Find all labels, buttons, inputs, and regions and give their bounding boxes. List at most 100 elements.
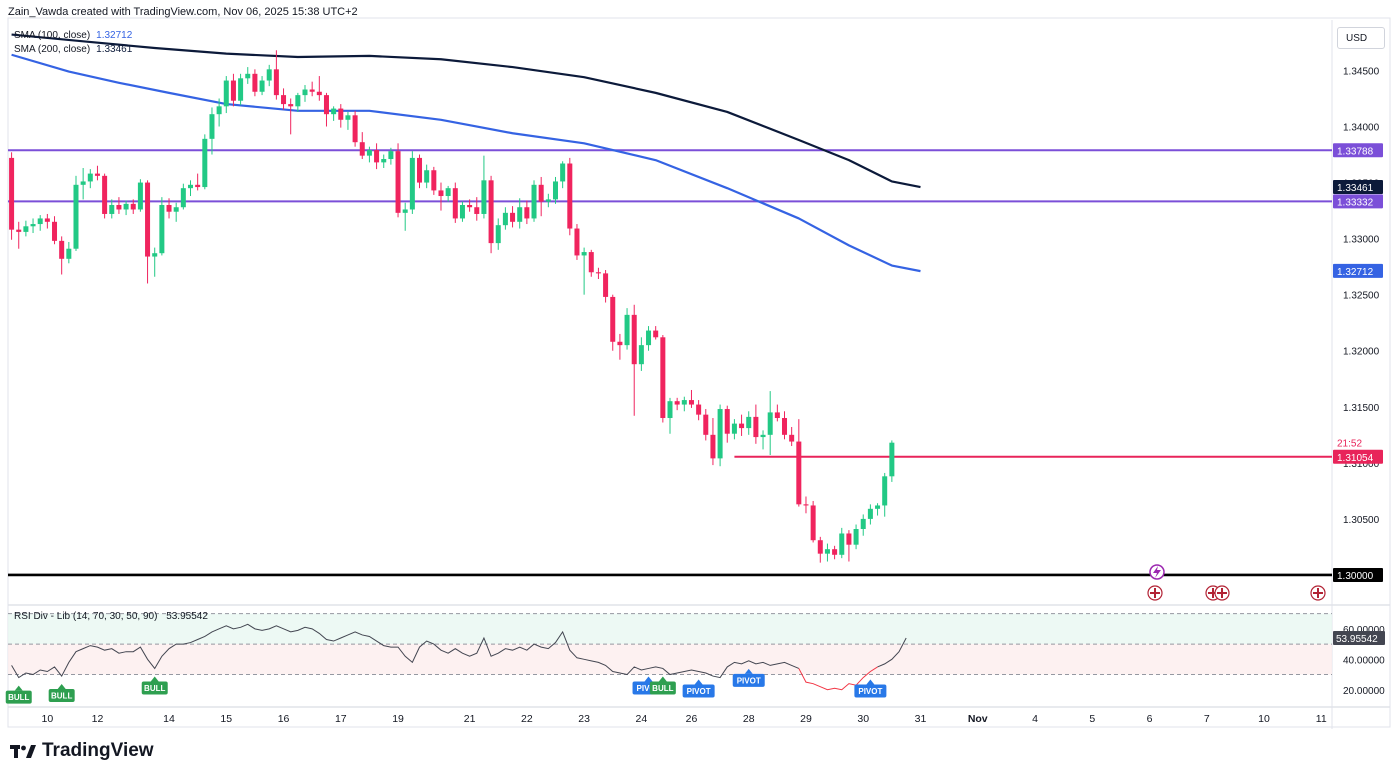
candle [617,333,623,360]
candle-body [531,184,537,219]
candle [209,107,215,155]
candle [660,335,666,423]
candle [853,524,859,550]
uk-event-icon[interactable] [1147,585,1163,601]
candle [44,213,50,229]
time-tick-label: 21 [464,713,476,725]
candle [173,202,179,222]
candle-body [853,529,859,545]
candle-body [238,78,244,101]
candle [16,221,22,249]
price-tick-label: 1.34000 [1343,123,1380,134]
bull-marker-label: BULL [8,693,29,702]
candle [216,98,222,127]
price-tick-label: 1.33000 [1343,235,1380,246]
currency-selector[interactable]: USD [1337,27,1385,49]
candle [202,134,208,190]
candle [674,397,680,411]
candle-body [388,151,394,160]
time-tick-label: 17 [335,713,347,725]
candle-body [588,252,594,273]
candle [187,180,194,197]
candle-body [402,209,408,213]
candle-body [223,80,229,107]
candle-body [102,175,108,214]
uk-event-icon[interactable] [1214,585,1230,601]
candle-body [209,114,215,139]
candle [552,176,558,204]
level-lines-layer [8,149,1332,577]
sma100-legend[interactable]: SMA (100, close) 1.32712 [14,30,132,41]
candle-body [145,182,151,257]
uk-event-icon[interactable] [1310,585,1326,601]
candle [452,182,458,223]
candle-body [860,518,866,530]
candle-body [803,504,809,506]
candle-body [152,253,158,257]
candle-body [116,204,122,210]
candle-body [9,157,15,230]
pivot-marker-box [682,684,715,698]
candle [259,76,265,96]
pivot-marker: PIVOT [854,679,887,698]
rsi-legend-value: 53.95542 [166,611,208,622]
candle-body [467,204,473,208]
candle [374,143,380,170]
candle [116,197,122,214]
bull-marker-box [48,689,75,703]
rsi-legend[interactable]: RSI Div - Lib (14, 70, 30, 50, 90) 53.95… [14,611,208,622]
rsi-legend-label: RSI Div - Lib (14, 70, 30, 50, 90) [14,611,158,622]
candle [195,173,201,191]
countdown-label-bg [1333,435,1383,450]
candle-body [510,212,516,222]
candle-body [660,337,666,419]
time-tick-label: 19 [392,713,404,725]
current-level-price-label-bg [1333,449,1383,464]
candle-body [338,108,344,120]
candle-body [309,89,315,92]
pivot-marker-label: PIVOT [687,687,711,696]
price-tick-label: 1.31000 [1343,459,1380,470]
sma200-price-label-bg [1333,179,1383,194]
time-tick-label: 7 [1204,713,1210,725]
candle [760,430,766,450]
candle [574,224,580,260]
candle-body [581,252,587,256]
candle-body [681,400,687,405]
candle [52,216,58,245]
candle-body [552,181,558,200]
candle-body [417,157,423,183]
candle-body [574,228,580,256]
candle-body [187,184,194,189]
rsi-line [877,637,907,668]
candle [782,411,788,440]
candle-body [610,296,616,342]
sma100-legend-value: 1.32712 [96,30,133,41]
candle-body [359,142,365,156]
candle [266,64,272,87]
candle-body [352,115,358,143]
candle [724,405,730,443]
price-tick-label: 1.31500 [1343,403,1380,414]
candle [524,200,530,225]
candle [495,218,501,250]
candle [531,180,537,222]
candle-body [839,533,845,555]
candle-body [674,401,680,405]
sma200-legend[interactable]: SMA (200, close) 1.33461 [14,44,132,55]
lightning-event-icon[interactable] [1149,564,1165,580]
candle [66,241,72,264]
candle-body [832,549,838,555]
candle [431,166,437,195]
pivot-marker-arrow [644,676,653,682]
tradingview-logo[interactable]: TradingView [10,740,154,762]
rsi-line-bearish [798,666,878,691]
candle-body [560,163,566,182]
candle-body [595,272,601,274]
candle-body [30,224,36,227]
candle-body [538,184,544,202]
bull-marker-arrow [658,676,667,682]
support-price-label-bg [1333,567,1383,582]
